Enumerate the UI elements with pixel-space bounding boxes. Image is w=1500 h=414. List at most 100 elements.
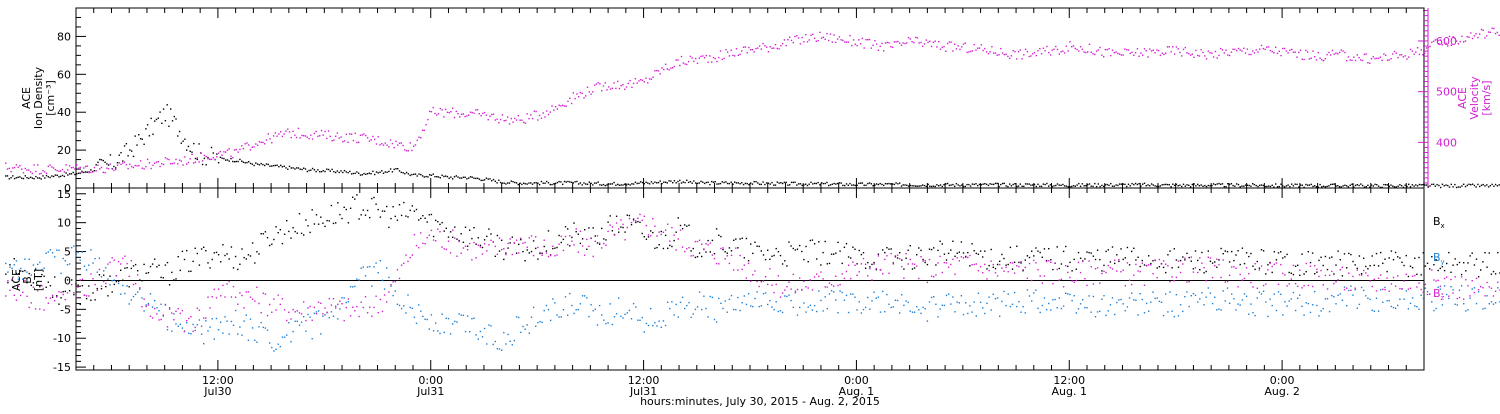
- data-point: [647, 182, 649, 184]
- data-point: [426, 236, 428, 239]
- data-point: [1489, 31, 1491, 33]
- data-point: [460, 177, 463, 179]
- data-point: [1039, 47, 1041, 50]
- data-point: [847, 264, 850, 266]
- data-point: [388, 276, 390, 279]
- data-point: [884, 182, 887, 185]
- data-point: [569, 97, 571, 99]
- data-point: [1414, 274, 1416, 277]
- data-point: [266, 329, 269, 331]
- data-point: [1071, 299, 1073, 302]
- data-point: [535, 247, 537, 250]
- data-point: [1290, 272, 1292, 274]
- data-point: [958, 251, 960, 253]
- data-point: [224, 254, 226, 257]
- data-point: [1305, 271, 1307, 273]
- data-point: [1374, 57, 1376, 60]
- data-point: [347, 172, 349, 174]
- data-point: [145, 128, 147, 130]
- data-point: [76, 164, 78, 166]
- data-point: [1033, 51, 1036, 54]
- data-point: [862, 252, 865, 254]
- data-point: [494, 245, 496, 248]
- data-point: [1422, 252, 1424, 254]
- data-point: [883, 50, 885, 52]
- data-point: [643, 331, 645, 333]
- data-point: [1494, 302, 1497, 304]
- data-point: [961, 46, 963, 48]
- data-point: [1432, 40, 1435, 43]
- data-point: [869, 308, 871, 310]
- data-point: [283, 336, 286, 338]
- data-point: [320, 171, 323, 173]
- data-point: [1333, 273, 1335, 275]
- data-point: [1264, 185, 1266, 188]
- data-point: [136, 144, 138, 146]
- data-point: [1408, 183, 1410, 185]
- data-point: [1041, 256, 1043, 258]
- data-point: [100, 166, 103, 169]
- data-point: [1403, 280, 1405, 282]
- data-point: [258, 326, 260, 328]
- data-point: [56, 296, 58, 298]
- data-point: [792, 181, 794, 184]
- data-point: [1175, 276, 1178, 279]
- data-point: [556, 246, 558, 249]
- data-point: [891, 183, 894, 185]
- data-point: [1175, 259, 1178, 261]
- data-point: [755, 181, 757, 183]
- data-point: [111, 168, 113, 170]
- data-point: [1149, 185, 1151, 187]
- data-point: [1454, 276, 1456, 278]
- data-point: [1156, 49, 1158, 51]
- data-point: [418, 247, 420, 249]
- data-point: [1101, 298, 1103, 300]
- data-point: [1326, 288, 1329, 290]
- data-point: [784, 260, 786, 262]
- data-point: [702, 55, 704, 57]
- data-point: [856, 44, 858, 47]
- data-point: [68, 173, 71, 175]
- data-point: [228, 160, 230, 162]
- data-point: [1016, 58, 1018, 60]
- data-point: [324, 314, 326, 316]
- data-point: [1461, 35, 1463, 37]
- data-point: [324, 130, 326, 133]
- bz-series: [5, 213, 1500, 333]
- data-point: [173, 279, 175, 281]
- data-point: [1420, 288, 1422, 291]
- data-point: [361, 174, 363, 176]
- data-point: [895, 41, 897, 43]
- data-point: [739, 238, 741, 240]
- data-point: [377, 136, 379, 138]
- data-point: [1418, 53, 1421, 56]
- data-point: [450, 111, 452, 113]
- data-point: [1276, 186, 1279, 188]
- data-point: [156, 313, 158, 315]
- data-point: [867, 275, 869, 277]
- data-point: [426, 221, 428, 223]
- data-point: [422, 215, 424, 217]
- y3-tick-label: 10: [57, 217, 71, 230]
- data-point: [977, 270, 980, 272]
- data-point: [216, 156, 218, 158]
- data-point: [1248, 255, 1250, 258]
- data-point: [1484, 37, 1486, 39]
- data-point: [1060, 278, 1063, 280]
- data-point: [157, 161, 159, 163]
- data-point: [521, 183, 523, 186]
- data-point: [1255, 49, 1257, 51]
- data-point: [851, 184, 853, 186]
- data-point: [964, 42, 966, 44]
- data-point: [365, 134, 367, 137]
- data-point: [716, 60, 718, 63]
- data-point: [1393, 50, 1396, 53]
- data-point: [1343, 286, 1346, 288]
- data-point: [1348, 289, 1350, 292]
- data-point: [713, 253, 716, 255]
- data-point: [196, 158, 198, 161]
- data-point: [896, 254, 899, 256]
- data-point: [222, 332, 224, 334]
- data-point: [753, 180, 755, 183]
- data-point: [290, 237, 292, 239]
